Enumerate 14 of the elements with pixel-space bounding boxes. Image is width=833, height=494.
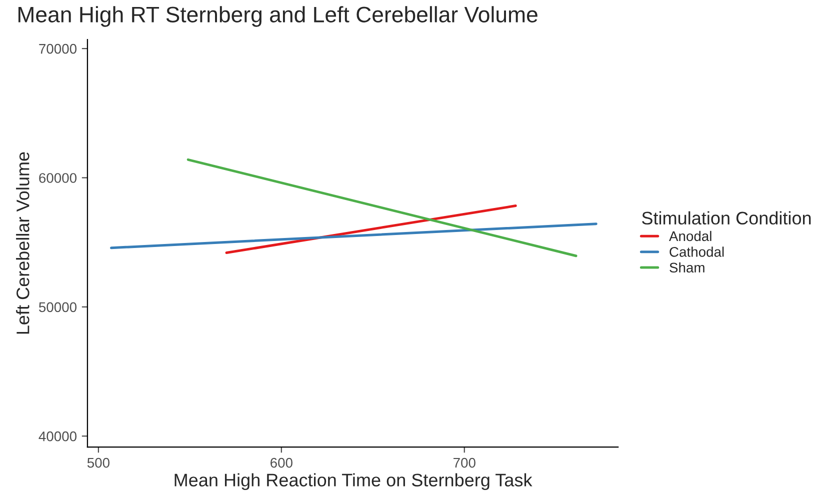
chart-title: Mean High RT Sternberg and Left Cerebellar Volume <box>18 6 538 27</box>
y-tick-label: 40000 <box>38 431 77 442</box>
legend-label: Sham <box>670 262 704 273</box>
legend-label: Cathodal <box>670 246 724 257</box>
y-tick-label: 70000 <box>39 44 77 54</box>
legend-label: Anodal <box>669 230 712 242</box>
x-axis-title: Mean High Reaction Time on Sternberg Task <box>174 473 532 490</box>
y-tick-label: 60000 <box>39 173 77 183</box>
x-tick-label: 600 <box>270 458 292 468</box>
x-tick-label: 700 <box>454 458 476 468</box>
y-axis-title: Left Cerebellar Volume <box>16 152 30 334</box>
legend-title: Stimulation Condition <box>642 211 811 225</box>
y-tick-label: 50000 <box>38 302 77 312</box>
x-tick-label: 500 <box>87 458 110 468</box>
